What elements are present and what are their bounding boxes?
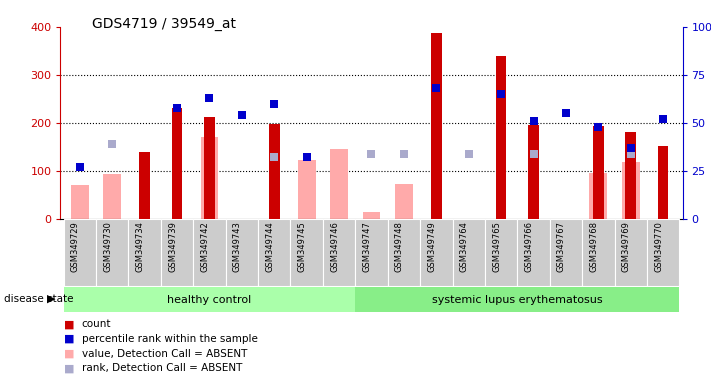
Text: GSM349745: GSM349745 — [298, 221, 306, 271]
Text: GSM349739: GSM349739 — [168, 221, 177, 272]
Bar — [622, 162, 640, 219]
Text: healthy control: healthy control — [167, 295, 252, 305]
Bar — [139, 152, 150, 219]
Bar — [129, 219, 161, 286]
Bar — [387, 219, 420, 286]
Bar — [420, 219, 452, 286]
Bar — [431, 33, 442, 219]
Bar — [193, 219, 225, 286]
Bar — [71, 185, 89, 219]
Bar — [452, 219, 485, 286]
Bar — [64, 219, 96, 286]
Text: GSM349734: GSM349734 — [136, 221, 144, 272]
Text: disease state: disease state — [4, 294, 73, 304]
Text: GSM349748: GSM349748 — [395, 221, 404, 272]
Text: ■: ■ — [64, 334, 75, 344]
Bar — [647, 219, 679, 286]
Bar — [582, 219, 614, 286]
Text: ■: ■ — [64, 363, 75, 373]
Bar — [658, 146, 668, 219]
Bar — [496, 56, 506, 219]
Text: GSM349749: GSM349749 — [427, 221, 437, 271]
Text: rank, Detection Call = ABSENT: rank, Detection Call = ABSENT — [82, 363, 242, 373]
Bar — [161, 219, 193, 286]
Text: GSM349764: GSM349764 — [460, 221, 469, 272]
Text: systemic lupus erythematosus: systemic lupus erythematosus — [432, 295, 603, 305]
Bar — [356, 219, 387, 286]
Bar — [258, 219, 291, 286]
Text: GSM349747: GSM349747 — [363, 221, 371, 272]
Bar — [96, 219, 129, 286]
Bar — [518, 219, 550, 286]
Bar — [225, 219, 258, 286]
Bar — [485, 219, 518, 286]
Bar — [323, 219, 356, 286]
Text: GSM349769: GSM349769 — [621, 221, 631, 272]
Bar — [103, 174, 121, 219]
Text: ▶: ▶ — [47, 294, 55, 304]
Text: GSM349743: GSM349743 — [233, 221, 242, 272]
Bar — [593, 126, 604, 219]
Text: GSM349742: GSM349742 — [201, 221, 210, 271]
Text: GSM349744: GSM349744 — [265, 221, 274, 271]
Text: ■: ■ — [64, 319, 75, 329]
Text: GSM349746: GSM349746 — [330, 221, 339, 272]
Bar — [269, 124, 279, 219]
Bar — [528, 125, 539, 219]
Bar — [172, 109, 183, 219]
Bar — [204, 117, 215, 219]
Bar — [201, 137, 218, 219]
Bar — [64, 287, 356, 312]
Text: GSM349729: GSM349729 — [71, 221, 80, 271]
Text: ■: ■ — [64, 349, 75, 359]
Bar — [550, 219, 582, 286]
Bar — [614, 219, 647, 286]
Text: percentile rank within the sample: percentile rank within the sample — [82, 334, 257, 344]
Bar — [363, 212, 380, 219]
Bar — [291, 219, 323, 286]
Bar — [589, 173, 607, 219]
Text: GDS4719 / 39549_at: GDS4719 / 39549_at — [92, 17, 237, 31]
Text: GSM349765: GSM349765 — [492, 221, 501, 272]
Text: count: count — [82, 319, 111, 329]
Bar — [356, 287, 679, 312]
Bar — [395, 184, 413, 219]
Text: GSM349770: GSM349770 — [654, 221, 663, 272]
Text: GSM349768: GSM349768 — [589, 221, 599, 272]
Text: GSM349766: GSM349766 — [525, 221, 533, 272]
Bar — [298, 161, 316, 219]
Bar — [626, 132, 636, 219]
Text: GSM349767: GSM349767 — [557, 221, 566, 272]
Text: value, Detection Call = ABSENT: value, Detection Call = ABSENT — [82, 349, 247, 359]
Bar — [330, 149, 348, 219]
Text: GSM349730: GSM349730 — [103, 221, 112, 272]
